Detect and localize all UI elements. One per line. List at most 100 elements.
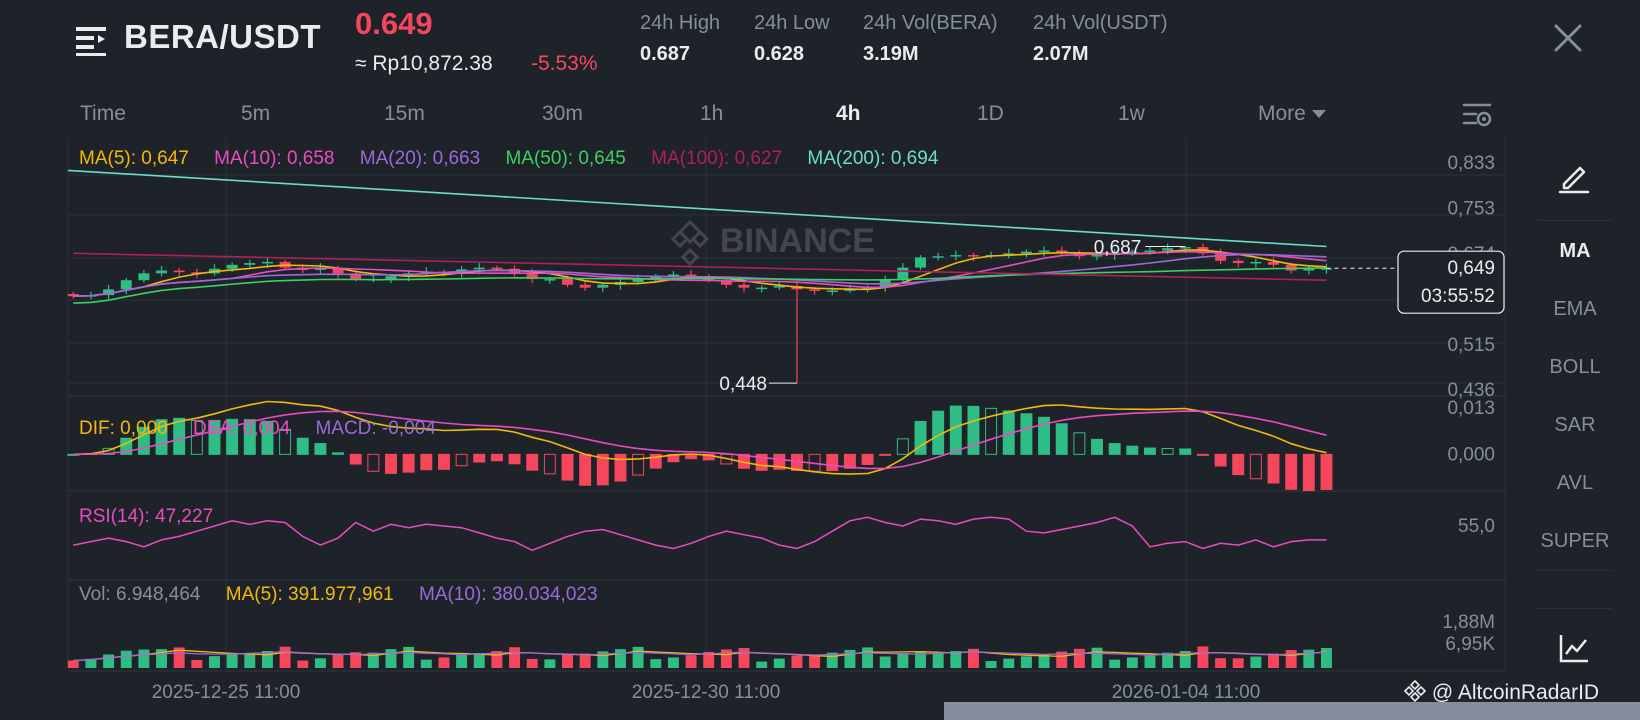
volume-bar [1179, 651, 1191, 668]
macd-histogram-bar [1249, 453, 1262, 480]
macd-histogram-bar [843, 453, 856, 469]
dea-legend: DEA: 0,004 [193, 418, 291, 439]
stat-24h-low: 24h Low 0.628 [754, 12, 830, 66]
vol-ma10-legend: MA(10): 380.034,023 [419, 584, 598, 605]
macd-histogram-bar [896, 438, 909, 455]
pen-icon[interactable] [1558, 160, 1590, 194]
macd-histogram-bar [1055, 423, 1068, 455]
volume-bar [1073, 648, 1085, 668]
volume-bar [1020, 656, 1032, 668]
candle-body [191, 272, 203, 274]
volume-bar [756, 661, 768, 668]
time-axis-label: 2025-12-25 11:00 [152, 682, 301, 703]
macd-axis-label: 0,013 [1447, 398, 1495, 419]
indicator-ema[interactable]: EMA [1553, 298, 1597, 320]
tab-30m[interactable]: 30m [542, 102, 583, 125]
candle-body [261, 261, 273, 264]
tab-1h[interactable]: 1h [700, 102, 724, 125]
candle-body [1215, 253, 1227, 261]
macd-legend: DIF: 0,000 DEA: 0,004 MACD: -0,004 [79, 418, 456, 440]
candle-body [1320, 268, 1332, 270]
volume-bar [844, 649, 856, 668]
macd-histogram-bar [385, 453, 397, 474]
price-axis-label: 0,436 [1447, 380, 1495, 401]
volume-bar [932, 653, 944, 668]
high-annotation: 0,687 [1094, 237, 1142, 258]
dif-legend: DIF: 0,000 [79, 418, 168, 439]
line-chart-icon[interactable] [1558, 632, 1590, 664]
macd-histogram-bar [967, 405, 980, 455]
ma200-legend: MA(200): 0,694 [807, 148, 939, 169]
candle-body [491, 267, 503, 270]
indicator-avl[interactable]: AVL [1556, 472, 1594, 494]
price-axis-label: 0,833 [1447, 153, 1495, 174]
candle-body [120, 280, 132, 290]
price-change: -5.53% [531, 52, 598, 75]
volume-bar [491, 651, 503, 668]
volume-bar [950, 651, 962, 668]
stat-label: 24h Vol(USDT) [1033, 12, 1168, 34]
indicator-sar[interactable]: SAR [1554, 414, 1596, 436]
indicator-boll[interactable]: BOLL [1549, 356, 1601, 378]
tab-5m[interactable]: 5m [241, 102, 271, 125]
stat-value: 0.687 [640, 43, 691, 65]
tab-1w[interactable]: 1w [1118, 102, 1145, 125]
candle-body [756, 287, 768, 290]
tab-more[interactable]: More [1258, 102, 1326, 126]
volume-bar [773, 658, 785, 668]
ma10-line [73, 250, 1327, 297]
ma100-line [73, 252, 1327, 281]
volume-bar [597, 651, 609, 668]
volume-bar [1285, 650, 1297, 668]
candle-body [473, 267, 485, 270]
stat-label: 24h High [640, 12, 721, 34]
volume-bar [1056, 651, 1068, 668]
volume-bar [261, 651, 273, 668]
candle-body [950, 255, 962, 257]
macd-histogram-bar [632, 453, 645, 476]
candle-body [332, 267, 344, 274]
tab-1d[interactable]: 1D [977, 102, 1004, 125]
binance-logo-icon [670, 219, 710, 267]
indicator-ma[interactable]: MA [1559, 240, 1591, 262]
volume-bar [385, 649, 397, 668]
close-icon[interactable] [1552, 22, 1584, 54]
volume-bar [967, 648, 979, 668]
candle-body [1038, 250, 1050, 252]
menu-icon[interactable] [76, 24, 108, 56]
volume-bar [915, 651, 926, 668]
scroll-indicator[interactable] [944, 702, 1640, 720]
ma200-line [67, 169, 1327, 248]
credit-text: @ AltcoinRadarID [1431, 681, 1600, 704]
time-axis-label: 2025-12-30 11:00 [632, 682, 781, 703]
candle-body [67, 293, 79, 297]
candle-body [932, 256, 944, 258]
volume-bar [332, 654, 344, 668]
dea-line [73, 410, 1327, 470]
binance-watermark-logo: BINANCE [670, 219, 875, 267]
candle-body [1250, 261, 1262, 264]
tab-4h[interactable]: 4h [836, 102, 861, 125]
last-price: 0.649 [355, 6, 433, 41]
volume-bar [579, 653, 591, 668]
tab-time[interactable]: Time [80, 102, 126, 125]
indicator-super[interactable]: SUPER [1540, 530, 1610, 552]
volume-bar [350, 652, 362, 668]
trading-pair[interactable]: BERA/USDT [124, 18, 322, 55]
volume-bar [420, 659, 432, 668]
ma50-line [73, 267, 1327, 304]
volume-bar [562, 654, 573, 668]
volume-bar [1268, 653, 1279, 668]
chart-settings-icon[interactable] [1462, 100, 1494, 130]
volume-bar [985, 661, 997, 668]
binance-watermark-text: BINANCE [720, 222, 875, 260]
candle-body [1020, 251, 1032, 254]
macd-histogram-bar [579, 453, 592, 486]
stat-label: 24h Vol(BERA) [863, 12, 998, 34]
tab-15m[interactable]: 15m [384, 102, 425, 125]
credit-watermark: @ AltcoinRadarID [1403, 679, 1600, 705]
rsi-legend: RSI(14): 47,227 [79, 506, 233, 528]
candlestick-chart[interactable]: BINANCE0,8330,7530,6740,5950,5150,4360,6… [0, 138, 1510, 708]
candle-body [138, 273, 150, 281]
rsi-line [73, 516, 1327, 552]
